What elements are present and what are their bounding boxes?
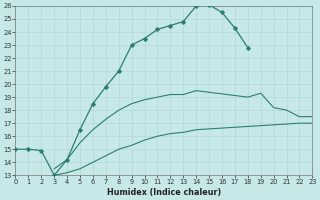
X-axis label: Humidex (Indice chaleur): Humidex (Indice chaleur): [107, 188, 221, 197]
